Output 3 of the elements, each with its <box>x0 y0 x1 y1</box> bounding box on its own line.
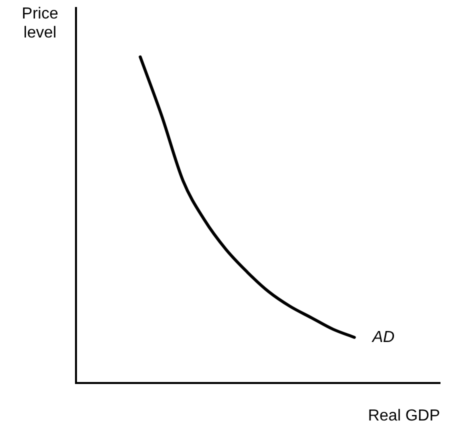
y-axis-title: Price level <box>22 5 58 42</box>
x-axis-title: Real GDP <box>368 407 440 424</box>
series-label: AD <box>371 328 396 346</box>
